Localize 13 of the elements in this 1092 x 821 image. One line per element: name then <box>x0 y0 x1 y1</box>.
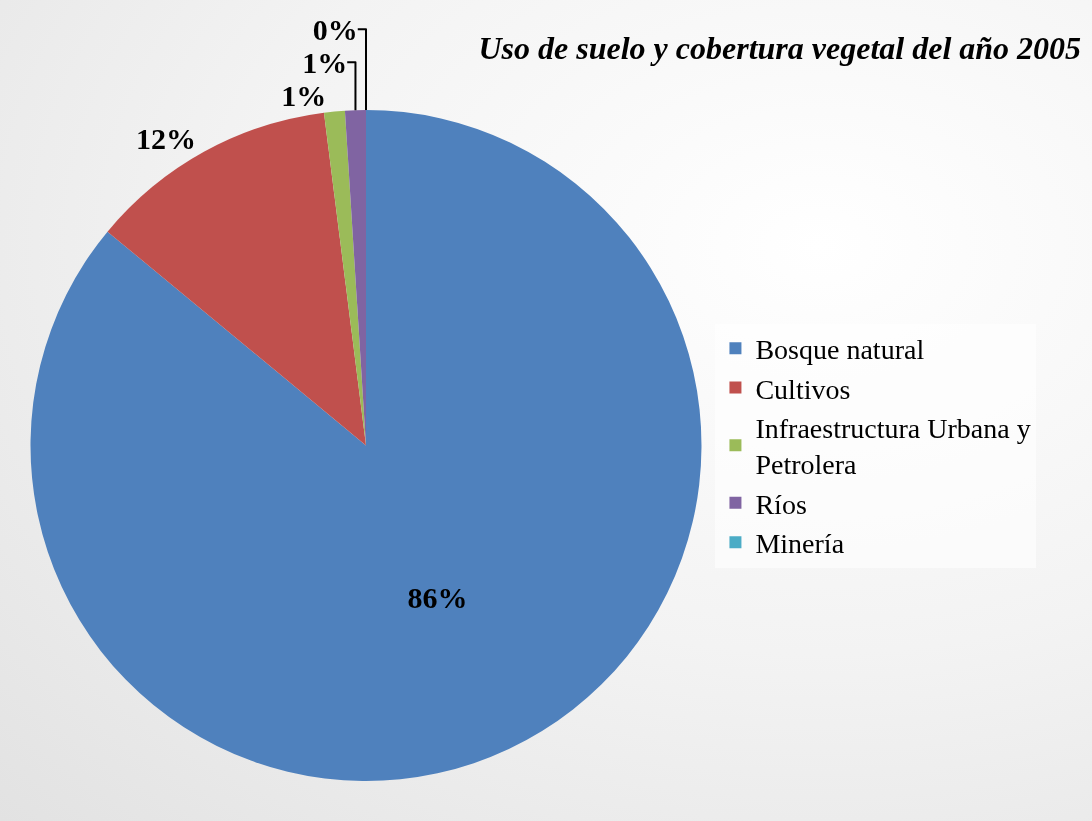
legend-label: Infraestructura Urbana y Petrolera <box>755 412 1031 481</box>
legend-label: Minería <box>755 528 845 560</box>
data-label: 12% <box>136 122 197 156</box>
data-label: 1% <box>302 45 348 79</box>
legend-label: Ríos <box>755 488 807 520</box>
legend-label: Cultivos <box>755 373 851 405</box>
data-label: 86% <box>407 580 468 614</box>
text: 0% <box>312 12 358 46</box>
data-label: 1% <box>281 78 327 112</box>
pie-slice <box>107 112 366 446</box>
chart-title: Uso de suelo y cobertura vegetal del año 2005 <box>478 30 1082 67</box>
legend-label: Bosque natural <box>755 334 925 366</box>
pie-slice <box>30 110 702 781</box>
